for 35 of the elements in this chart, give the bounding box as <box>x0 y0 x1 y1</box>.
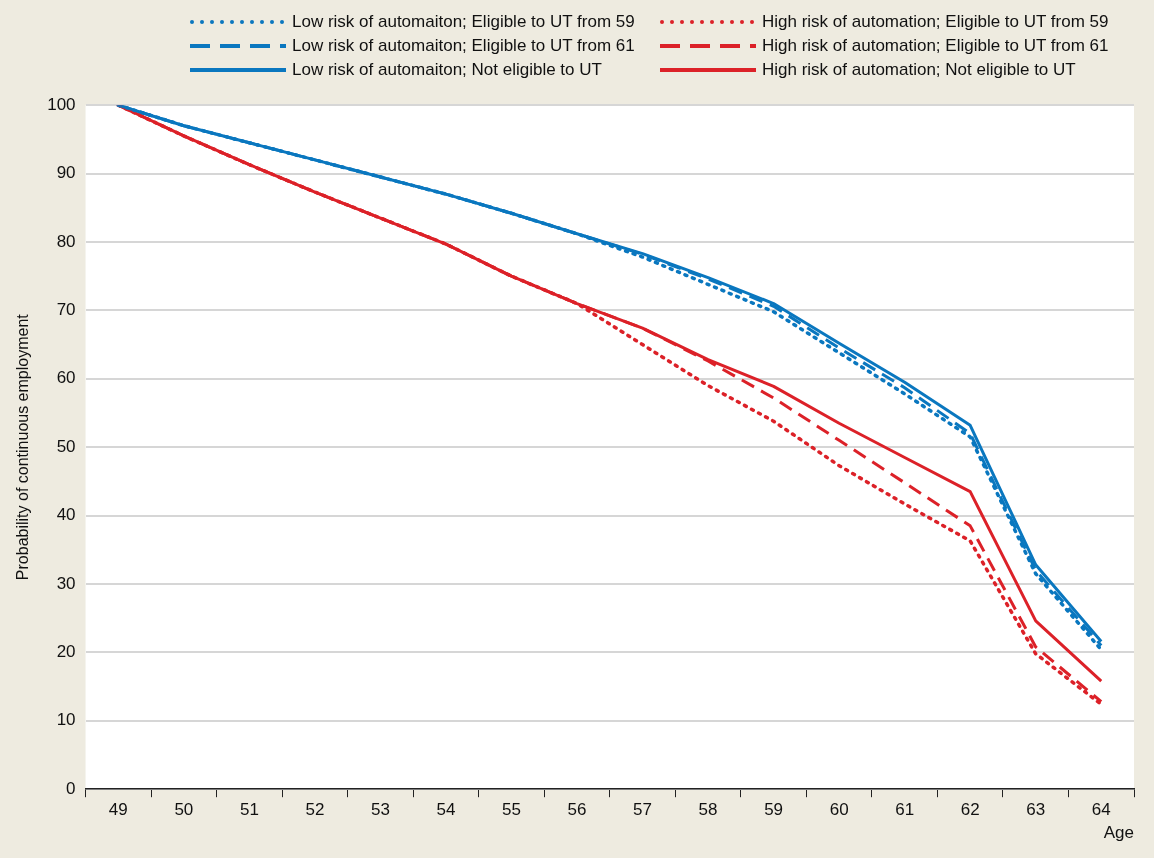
x-tick-label: 50 <box>174 800 194 820</box>
y-tick-label: 90 <box>56 163 76 183</box>
x-tick-label: 61 <box>895 800 915 820</box>
x-tick-label: 58 <box>698 800 718 820</box>
y-tick-label: 80 <box>56 231 76 251</box>
x-tick-label: 63 <box>1026 800 1046 820</box>
x-axis-title: Age <box>1103 823 1134 843</box>
x-tick-label: 51 <box>239 800 259 820</box>
x-tick-label: 52 <box>305 800 325 820</box>
x-tick-label: 49 <box>108 800 128 820</box>
x-tick-label: 55 <box>502 800 521 820</box>
x-tick-label: 60 <box>829 800 849 820</box>
x-tick-label: 54 <box>436 800 456 820</box>
legend-label: High risk of automation; Eligible to UT from 61 <box>762 36 1109 56</box>
x-tick-label: 64 <box>1091 800 1111 820</box>
legend-label: Low risk of automaiton; Eligible to UT from 61 <box>292 36 635 56</box>
x-tick-label: 53 <box>370 800 390 820</box>
y-tick-label: 20 <box>56 642 76 662</box>
y-tick-label: 50 <box>56 436 76 456</box>
y-tick-label: 0 <box>66 778 76 798</box>
x-tick-label: 56 <box>567 800 587 820</box>
x-tick-label: 62 <box>960 800 980 820</box>
y-tick-label: 100 <box>47 94 76 114</box>
legend-label: High risk of automation; Not eligible to UT <box>762 60 1076 80</box>
legend-label: High risk of automation; Eligible to UT from 59 <box>762 12 1109 32</box>
y-tick-label: 40 <box>56 505 76 525</box>
y-axis-title: Probability of continuous employment <box>14 313 32 581</box>
y-tick-label: 30 <box>56 573 76 593</box>
y-tick-label: 10 <box>56 710 76 730</box>
legend-label: Low risk of automaiton; Eligible to UT from 59 <box>292 12 635 32</box>
y-tick-label: 60 <box>56 368 76 388</box>
legend-label: Low risk of automaiton; Not eligible to UT <box>292 60 602 80</box>
x-tick-label: 59 <box>764 800 784 820</box>
y-tick-label: 70 <box>56 300 76 320</box>
x-tick-label: 57 <box>633 800 653 820</box>
